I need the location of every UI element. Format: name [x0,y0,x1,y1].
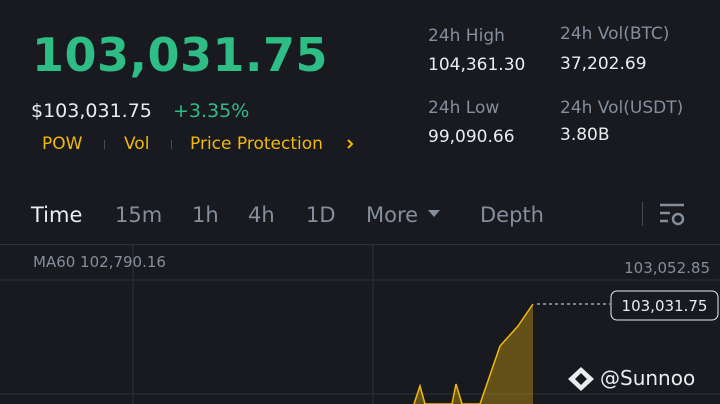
last-price-label: 103,031.75 [621,297,708,315]
fiat-price: $103,031.75 [31,100,152,122]
stat-value: 104,361.30 [428,55,526,75]
stat-label: 24h Vol(USDT) [560,98,684,118]
price-change: +3.35% [173,100,250,122]
price-chart [0,244,720,404]
stat-label: 24h Low [428,98,500,118]
last-price-box [610,290,719,321]
dropdown-arrow [428,210,440,217]
stat-value: 3.80B [560,125,610,145]
tab[interactable]: 1h [192,203,219,227]
tab[interactable]: Time [31,203,83,227]
tab[interactable]: 1D [306,203,336,227]
last-price: 103,031.75 [32,28,329,82]
price-line [413,303,534,404]
tab[interactable]: Depth [480,203,544,227]
tag[interactable]: Price Protection [190,134,323,154]
stat-label: 24h High [428,26,505,46]
stat-value: 99,090.66 [428,127,515,147]
tab[interactable]: More [366,203,419,227]
chevron [347,139,354,149]
separator [171,140,172,149]
stat-label: 24h Vol(BTC) [560,24,670,44]
axis-label: 103,052.85 [624,259,710,277]
tag[interactable]: POW [42,134,83,154]
watermark: @Sunnoo [600,366,696,390]
tab[interactable]: 4h [248,203,275,227]
logo [568,367,594,391]
separator [104,140,105,149]
tab[interactable]: 15m [115,203,163,227]
stat-value: 37,202.69 [560,54,647,74]
settings-icon[interactable] [658,202,686,228]
tag[interactable]: Vol [124,134,150,154]
price-area [414,304,533,404]
divider [642,202,643,226]
indicator: MA60 102,790.16 [33,253,166,271]
